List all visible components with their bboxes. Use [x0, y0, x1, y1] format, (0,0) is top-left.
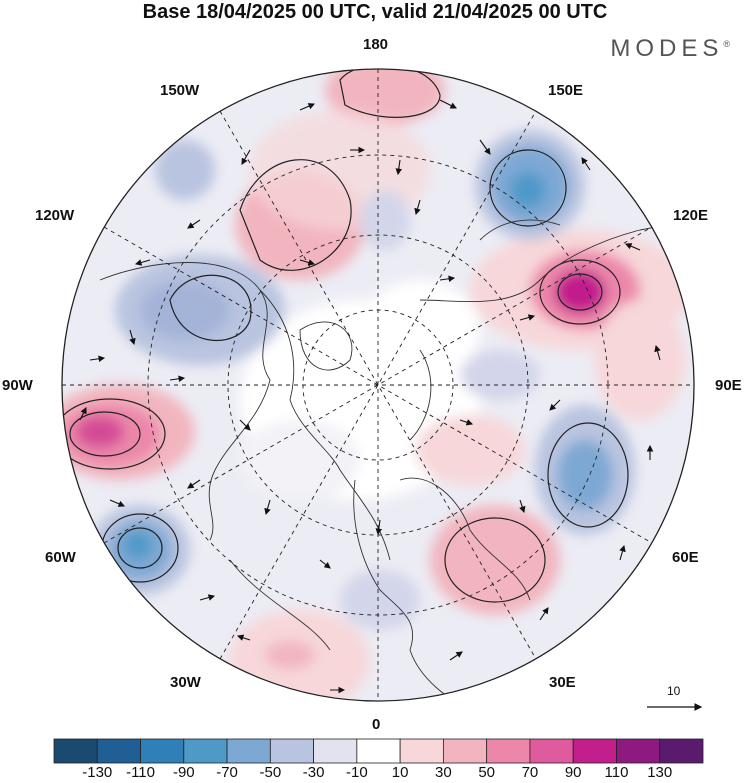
colorbar-cell — [442, 738, 488, 764]
colorbar-cell — [183, 738, 228, 764]
lon-label-60e: 60E — [672, 549, 699, 566]
brand-text: MODES — [610, 35, 724, 62]
colorbar-tick-label: 50 — [478, 764, 495, 781]
colorbar-tick-label: -110 — [126, 764, 155, 781]
colorbar-tick-label: 10 — [391, 764, 409, 781]
colorbar-tick-label: -10 — [346, 764, 368, 781]
colorbar-tick-label: -90 — [172, 764, 195, 781]
colorbar-cell — [96, 738, 141, 764]
reference-vector-label: 10 — [667, 684, 681, 698]
colorbar-cell — [399, 738, 444, 764]
coastlines — [99, 209, 694, 701]
lon-label-120e: 120E — [673, 207, 709, 224]
lon-label-60w: 60W — [45, 549, 76, 566]
map-title: Base 18/04/2025 00 UTC, valid 21/04/2025… — [142, 1, 608, 23]
colorbar-tick-label: -50 — [259, 764, 282, 781]
lon-label-150w: 150W — [160, 82, 200, 99]
lon-label-30e: 30E — [549, 674, 576, 691]
wind-vectors — [79, 99, 661, 694]
colorbar-tick-label: -30 — [302, 764, 325, 781]
colorbar-cell — [226, 738, 271, 764]
lon-label-0: 0 — [372, 716, 381, 733]
colorbar-cell — [659, 738, 704, 764]
colorbar-cell — [529, 738, 574, 764]
lon-label-180: 180 — [363, 36, 389, 53]
graticule — [62, 69, 694, 701]
colorbar-cell — [269, 738, 315, 764]
colorbar-cell — [140, 738, 185, 764]
lon-label-120w: 120W — [35, 207, 75, 224]
map-boundary — [61, 68, 695, 702]
colorbar-tick-label: 90 — [564, 764, 582, 781]
colorbar-tick-label: 130 — [647, 764, 673, 781]
anomaly-field — [62, 69, 694, 701]
lon-label-150e: 150E — [548, 82, 584, 99]
colorbar-cell — [313, 738, 358, 764]
brand-logo: MODES® — [610, 35, 730, 63]
colorbar-tick-label: -70 — [216, 764, 238, 781]
lon-label-90w: 90W — [2, 377, 33, 394]
colorbar-tick-label: 70 — [521, 764, 539, 781]
colorbar-cell — [572, 738, 617, 764]
colorbar-cell — [486, 738, 531, 764]
colorbar-cell — [616, 738, 661, 764]
colorbar-tick-label: 30 — [435, 764, 452, 781]
colorbar-cell — [53, 738, 98, 764]
brand-mark: ® — [723, 39, 730, 49]
colorbar-tick-label: 110 — [604, 764, 629, 781]
colorbar-tick-label: -130 — [82, 764, 113, 781]
lon-label-90e: 90E — [715, 377, 742, 394]
colorbar-cell — [356, 738, 401, 764]
lon-label-30w: 30W — [170, 674, 201, 691]
